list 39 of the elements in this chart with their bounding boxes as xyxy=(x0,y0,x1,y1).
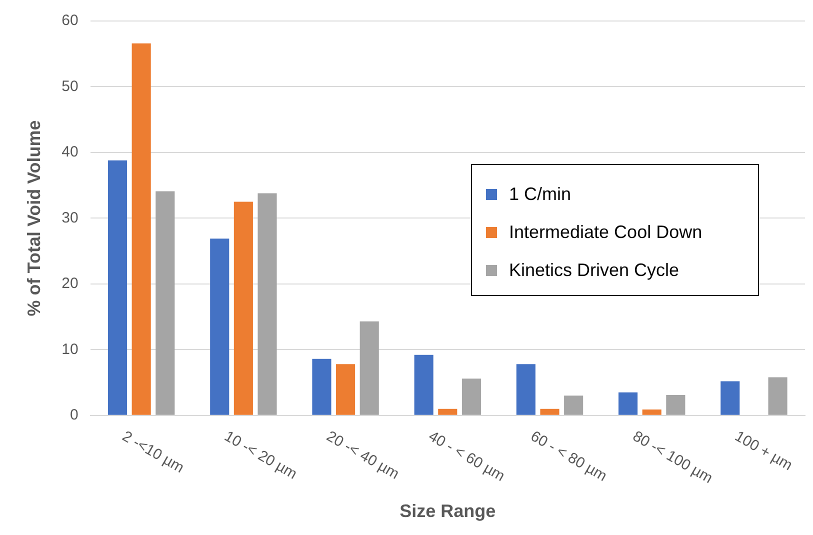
y-tick-label: 0 xyxy=(70,406,78,424)
x-tick-label: 20 -< 40 µm xyxy=(323,428,402,483)
legend-label: 1 C/min xyxy=(509,184,572,204)
x-tick-label: 40 - < 60 µm xyxy=(426,428,508,485)
y-tick-label: 60 xyxy=(62,12,78,30)
y-tick-label: 10 xyxy=(62,340,78,358)
bar xyxy=(336,364,356,415)
bar xyxy=(516,364,536,415)
bar xyxy=(108,160,128,415)
bar xyxy=(642,409,662,415)
x-tick-label: 2 -<10 µm xyxy=(119,428,187,477)
bar xyxy=(156,191,175,415)
bar xyxy=(210,238,230,415)
bar xyxy=(312,358,332,415)
y-tick-label: 50 xyxy=(62,78,78,95)
bar xyxy=(414,354,434,415)
x-tick-label: 100 + µm xyxy=(732,428,796,474)
bar xyxy=(720,381,740,415)
y-tick-label: 40 xyxy=(62,144,78,161)
x-tick-label: 80 -< 100 µm xyxy=(630,428,716,488)
y-tick-label: 30 xyxy=(62,209,78,226)
bar xyxy=(234,202,253,415)
y-tick-label: 20 xyxy=(62,275,78,292)
bar xyxy=(768,377,788,415)
x-tick-label: 60 - < 80 µm xyxy=(528,428,610,485)
y-axis-title: % of Total Void Volume xyxy=(24,120,44,316)
x-tick-label: 10 -< 20 µm xyxy=(221,428,300,483)
bar xyxy=(540,408,560,415)
bar xyxy=(462,378,481,415)
legend-label: Intermediate Cool Down xyxy=(509,222,702,242)
bar xyxy=(258,193,277,415)
bar xyxy=(438,408,458,415)
x-axis-title: Size Range xyxy=(400,501,496,522)
legend-label: Kinetics Driven Cycle xyxy=(509,260,680,280)
bar xyxy=(360,321,379,415)
bar xyxy=(564,396,584,415)
bar xyxy=(618,392,638,415)
bar xyxy=(666,395,686,415)
bar xyxy=(132,43,151,415)
